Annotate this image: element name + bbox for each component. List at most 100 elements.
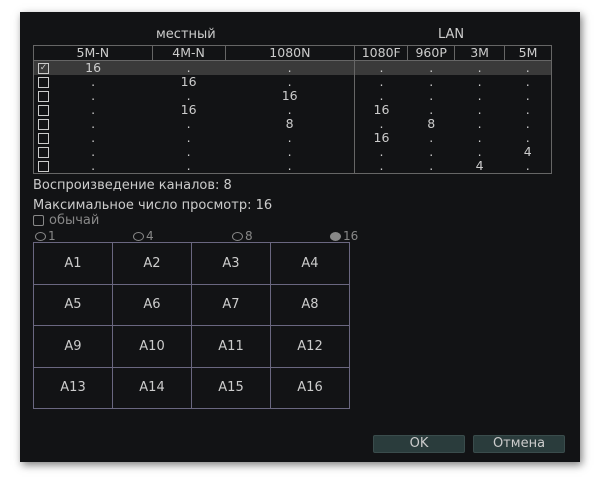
value: .	[287, 74, 292, 89]
value: .	[91, 116, 96, 131]
value: .	[525, 60, 530, 75]
channel-cell[interactable]: A13	[34, 367, 113, 409]
value: .	[477, 144, 482, 159]
value: .	[91, 144, 96, 159]
channel-cell[interactable]: A15	[192, 367, 271, 409]
cell-value: .	[225, 74, 356, 89]
layout-radio-1[interactable]: 1	[35, 229, 56, 243]
value: 4	[475, 158, 484, 173]
cell-value: .	[225, 159, 356, 174]
value: .	[379, 116, 384, 131]
cell-value: .	[152, 89, 225, 103]
value: 16	[180, 74, 197, 89]
cell-value: .	[152, 117, 225, 131]
channel-cell[interactable]: A14	[113, 367, 192, 409]
column-header: 1080N	[225, 45, 356, 61]
channel-cell[interactable]: A7	[192, 284, 271, 326]
value: .	[477, 74, 482, 89]
row-checkbox[interactable]	[38, 77, 49, 88]
table-row[interactable]: ..... 4.	[34, 159, 552, 174]
value: .	[429, 88, 434, 103]
cell-value: .	[34, 145, 153, 159]
channel-cell[interactable]: A5	[34, 284, 113, 326]
value: .	[525, 74, 530, 89]
group-lan: LAN	[438, 27, 465, 42]
row-checkbox[interactable]	[38, 105, 49, 116]
value: .	[379, 74, 384, 89]
radio-label: 4	[146, 229, 154, 243]
column-header: 1080F	[354, 45, 409, 61]
channel-cell[interactable]: A16	[271, 367, 350, 409]
layout-radio-16[interactable]: 16	[330, 229, 358, 243]
value: .	[287, 60, 292, 75]
value: .	[186, 158, 191, 173]
value: .	[91, 158, 96, 173]
channel-cell[interactable]: A2	[113, 243, 192, 285]
custom-label: обычай	[49, 213, 100, 228]
cell-value: .	[505, 75, 552, 89]
channel-cell[interactable]: A1	[34, 243, 113, 285]
table-row[interactable]: ...... 4	[34, 145, 552, 159]
value: .	[429, 144, 434, 159]
cell-value: .	[34, 159, 153, 174]
cell-value: .	[152, 131, 225, 145]
cell-value: .	[505, 103, 552, 117]
cell-value: .	[225, 60, 356, 75]
column-header: 4M-N	[152, 45, 226, 61]
radio-icon	[133, 231, 144, 241]
ok-button[interactable]: OK	[373, 435, 465, 453]
cell-value: .	[408, 145, 455, 159]
cell-value: 16	[355, 131, 408, 145]
cell-value: .	[505, 117, 552, 131]
value: .	[186, 88, 191, 103]
custom-checkbox[interactable]: обычай	[33, 213, 99, 228]
row-checkbox[interactable]: ✓	[38, 63, 49, 74]
cell-value: .	[455, 131, 505, 145]
cell-value: .	[408, 103, 455, 117]
cell-value: .	[505, 89, 552, 103]
cell-value: 8	[225, 117, 356, 131]
channel-cell[interactable]: A3	[192, 243, 271, 285]
playback-channels-text: Воспроизведение каналов: 8	[33, 178, 232, 193]
value: 16	[85, 60, 102, 75]
table-row[interactable]: ✓ 16......	[33, 60, 552, 75]
row-checkbox[interactable]	[38, 133, 49, 144]
table-row[interactable]: . 16.....	[34, 75, 552, 89]
value: .	[186, 116, 191, 131]
channel-cell[interactable]: A4	[271, 243, 350, 285]
cell-value: .	[354, 60, 408, 75]
table-row[interactable]: .. 8. 8..	[34, 117, 552, 131]
channel-cell[interactable]: A12	[271, 326, 350, 368]
cell-value: .	[505, 131, 552, 145]
cell-value: 16	[152, 103, 225, 117]
value: 16	[373, 102, 390, 117]
layout-radio-4[interactable]: 4	[133, 229, 154, 243]
cell-value: .	[505, 159, 552, 174]
channel-cell[interactable]: A6	[113, 284, 192, 326]
radio-label: 8	[245, 229, 253, 243]
value: .	[287, 144, 292, 159]
channel-cell[interactable]: A8	[271, 284, 350, 326]
cell-value: .	[225, 144, 356, 159]
table-row[interactable]: ... 16...	[34, 131, 552, 145]
row-checkbox[interactable]	[38, 161, 49, 172]
cancel-button[interactable]: Отмена	[473, 435, 565, 453]
channel-cell[interactable]: A10	[113, 326, 192, 368]
channel-cell[interactable]: A9	[34, 326, 113, 368]
row-checkbox[interactable]	[38, 147, 49, 158]
value: .	[186, 60, 191, 75]
channel-cell[interactable]: A11	[192, 326, 271, 368]
layout-radio-8[interactable]: 8	[232, 229, 253, 243]
value: .	[429, 130, 434, 145]
cell-value: .	[34, 103, 153, 117]
row-checkbox[interactable]	[38, 119, 49, 130]
cell-value: .	[455, 117, 505, 131]
row-checkbox[interactable]	[38, 91, 49, 102]
table-row[interactable]: .. 16....	[34, 89, 552, 103]
value: .	[477, 116, 482, 131]
cell-value: .	[408, 131, 455, 145]
cell-value: .	[408, 75, 455, 89]
table-row[interactable]: . 16. 16...	[34, 103, 552, 117]
cell-value: .	[407, 60, 455, 75]
value: .	[379, 144, 384, 159]
